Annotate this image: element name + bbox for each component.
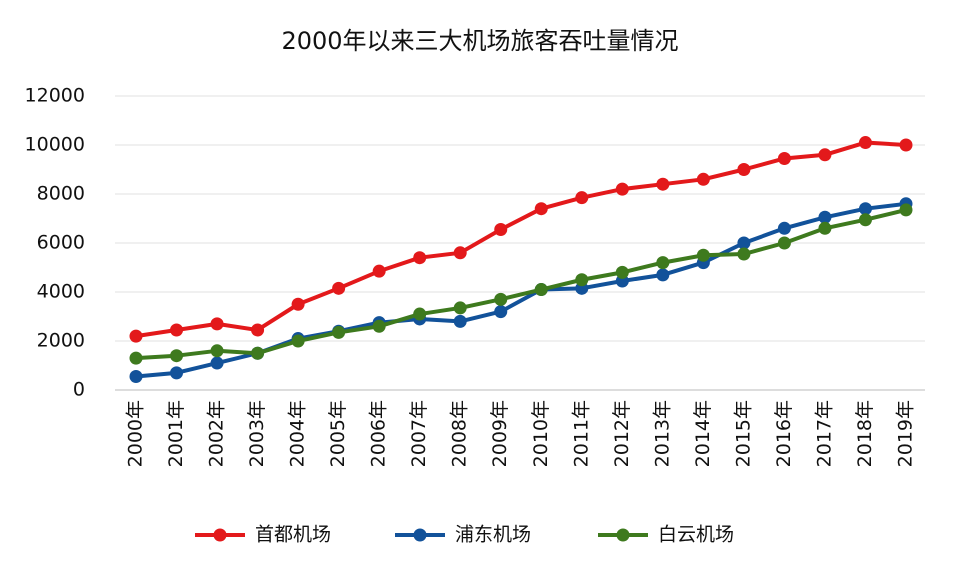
legend-marker — [213, 528, 227, 542]
data-point — [656, 256, 670, 270]
x-tick-label: 2019年 — [895, 400, 917, 467]
data-point — [210, 317, 224, 331]
data-point — [210, 344, 224, 358]
data-point — [372, 264, 386, 278]
x-tick-label: 2018年 — [854, 400, 876, 467]
data-point — [615, 265, 629, 279]
y-tick-label: 0 — [73, 379, 85, 401]
x-tick-label: 2014年 — [692, 400, 714, 467]
x-tick-label: 2011年 — [570, 400, 592, 467]
data-point — [453, 301, 467, 315]
x-tick-label: 2004年 — [287, 400, 309, 467]
data-point — [899, 203, 913, 217]
data-point — [413, 251, 427, 265]
x-tick-label: 2015年 — [732, 400, 754, 467]
data-point — [413, 307, 427, 321]
x-tick-label: 2012年 — [611, 400, 633, 467]
data-point — [251, 323, 265, 337]
series-line — [135, 140, 907, 339]
x-tick-label: 2016年 — [773, 400, 795, 467]
legend-label: 首都机场 — [255, 524, 331, 546]
data-point — [210, 356, 224, 370]
data-point — [332, 325, 346, 339]
data-point — [534, 202, 548, 216]
y-tick-label: 4000 — [37, 281, 85, 303]
data-point — [858, 213, 872, 227]
x-tick-label: 2003年 — [246, 400, 268, 467]
data-point — [858, 202, 872, 216]
data-point — [129, 351, 143, 365]
legend-label: 浦东机场 — [455, 524, 531, 546]
y-tick-label: 2000 — [37, 330, 85, 352]
x-tick-label: 2005年 — [327, 400, 349, 467]
data-point — [818, 210, 832, 224]
data-point — [656, 268, 670, 282]
data-point — [251, 346, 265, 360]
data-point — [656, 177, 670, 191]
x-tick-label: 2010年 — [530, 400, 552, 467]
data-point — [129, 329, 143, 343]
x-tick-label: 2000年 — [125, 400, 147, 467]
y-tick-label: 10000 — [25, 134, 85, 156]
legend-marker — [616, 528, 630, 542]
series-line — [135, 207, 907, 361]
x-tick-label: 2007年 — [408, 400, 430, 467]
x-tick-label: 2009年 — [489, 400, 511, 467]
data-point — [291, 297, 305, 311]
data-point — [818, 148, 832, 162]
data-point — [494, 292, 508, 306]
data-point — [453, 314, 467, 328]
x-tick-label: 2006年 — [368, 400, 390, 467]
data-point — [129, 370, 143, 384]
x-tick-label: 2013年 — [651, 400, 673, 467]
data-point — [858, 136, 872, 150]
data-point — [737, 236, 751, 250]
legend-marker — [413, 528, 427, 542]
data-point — [453, 246, 467, 260]
chart-title: 2000年以来三大机场旅客吞吐量情况 — [281, 27, 678, 55]
x-tick-label: 2002年 — [206, 400, 228, 467]
data-point — [332, 281, 346, 295]
data-point — [170, 349, 184, 363]
data-point — [372, 319, 386, 333]
data-point — [777, 236, 791, 250]
data-point — [291, 334, 305, 348]
data-point — [737, 163, 751, 176]
data-point — [899, 138, 913, 152]
legend-label: 白云机场 — [658, 524, 734, 546]
data-point — [494, 305, 508, 319]
data-point — [777, 151, 791, 165]
y-tick-label: 6000 — [37, 232, 85, 254]
data-point — [170, 323, 184, 337]
data-point — [494, 223, 508, 237]
x-tick-label: 2001年 — [165, 400, 187, 467]
data-point — [575, 273, 589, 287]
data-point — [737, 247, 751, 261]
data-point — [696, 172, 710, 186]
data-point — [534, 283, 548, 297]
data-point — [575, 191, 589, 205]
data-point — [818, 221, 832, 235]
data-point — [170, 366, 184, 380]
y-tick-label: 12000 — [25, 85, 85, 107]
data-point — [696, 248, 710, 262]
y-tick-label: 8000 — [37, 183, 85, 205]
x-tick-label: 2017年 — [813, 400, 835, 467]
data-point — [777, 221, 791, 235]
data-point — [615, 182, 629, 196]
x-tick-label: 2008年 — [449, 400, 471, 467]
